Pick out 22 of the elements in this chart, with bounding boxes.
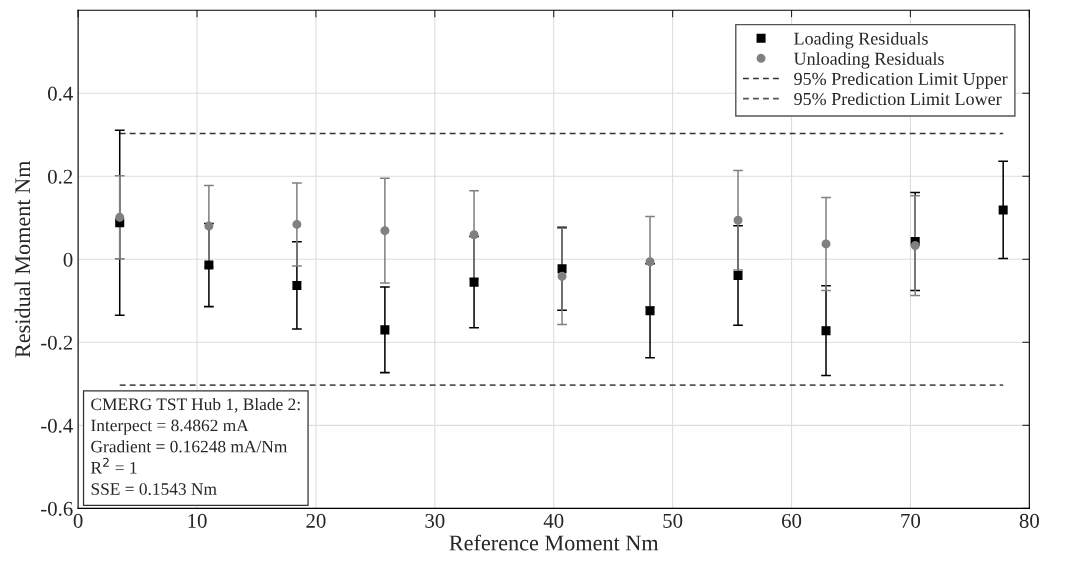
legend-label: 95% Prediction Limit Lower	[794, 92, 1002, 106]
x-tick-label: 20	[306, 513, 326, 528]
x-axis-title: Reference Moment Nm	[449, 534, 659, 551]
x-tick-label: 30	[425, 513, 445, 528]
x-tick-label: 50	[663, 513, 683, 528]
x-tick-label: 10	[188, 513, 207, 528]
x-tick-label: 80	[1019, 513, 1039, 528]
x-tick-label: 60	[782, 513, 802, 528]
y-axis-title: Residual Moment Nm	[14, 160, 31, 358]
y-tick-label: 0.4	[48, 86, 73, 101]
legend-label: Loading Residuals	[794, 32, 928, 49]
annotation: CMERG TST Hub 1, Blade 2: Interpect = 8.4862 mA Gradient = 0.16248 mA/Nm R$^{2}$ = 1 SSE = 0.1543 Nm	[90, 397, 300, 495]
y-tick-label: -0.4	[41, 418, 73, 433]
x-tick-label: 0	[73, 513, 83, 528]
legend-label: Unloading Residuals	[793, 52, 944, 69]
y-tick-label: -0.2	[41, 335, 73, 350]
y-tick-label: 0.2	[48, 169, 73, 184]
x-tick-label: 70	[901, 513, 921, 528]
y-tick-label: 0	[63, 252, 73, 267]
x-tick-label: 40	[543, 513, 564, 528]
legend-label: 95% Predication Limit Upper	[794, 72, 1008, 89]
y-tick-label: -0.6	[41, 501, 73, 516]
